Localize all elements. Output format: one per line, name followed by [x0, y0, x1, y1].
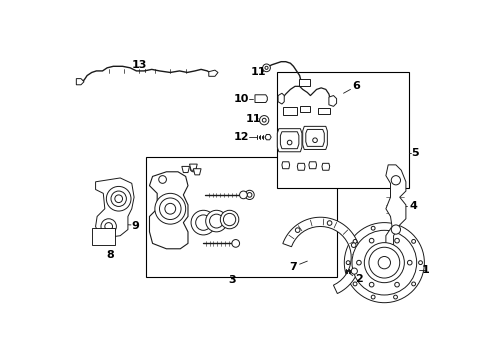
Circle shape — [371, 226, 375, 230]
Circle shape — [418, 261, 422, 265]
Circle shape — [260, 116, 269, 125]
Circle shape — [327, 221, 332, 225]
Circle shape — [111, 191, 126, 206]
Circle shape — [155, 193, 186, 224]
Circle shape — [353, 282, 357, 286]
Circle shape — [191, 210, 216, 235]
Polygon shape — [190, 164, 197, 170]
Circle shape — [313, 138, 318, 143]
Text: 11: 11 — [250, 67, 266, 77]
Circle shape — [115, 195, 122, 203]
Circle shape — [369, 247, 400, 278]
Text: 12: 12 — [233, 132, 249, 142]
Circle shape — [412, 239, 416, 243]
Circle shape — [378, 256, 391, 269]
Circle shape — [392, 176, 400, 185]
Circle shape — [159, 176, 167, 183]
Circle shape — [247, 193, 252, 197]
Bar — [318, 108, 330, 114]
Circle shape — [159, 198, 181, 220]
Circle shape — [395, 282, 399, 287]
Circle shape — [240, 191, 247, 199]
Circle shape — [351, 243, 356, 247]
Circle shape — [344, 222, 424, 303]
Circle shape — [393, 226, 397, 230]
Bar — [300, 106, 310, 112]
Circle shape — [357, 260, 361, 265]
Circle shape — [392, 225, 400, 234]
Polygon shape — [194, 169, 201, 175]
Text: 7: 7 — [290, 261, 297, 271]
Circle shape — [262, 118, 266, 122]
Circle shape — [412, 282, 416, 286]
Polygon shape — [303, 126, 327, 149]
Circle shape — [395, 238, 399, 243]
Text: 4: 4 — [410, 202, 417, 211]
Circle shape — [352, 230, 416, 295]
Circle shape — [223, 213, 236, 226]
Polygon shape — [265, 135, 271, 140]
Circle shape — [365, 243, 404, 283]
Circle shape — [346, 261, 350, 265]
Polygon shape — [309, 162, 317, 169]
Polygon shape — [182, 166, 190, 172]
Text: 13: 13 — [132, 60, 147, 70]
Text: 3: 3 — [228, 275, 236, 285]
Circle shape — [351, 268, 357, 274]
Circle shape — [263, 64, 270, 72]
Circle shape — [106, 186, 131, 211]
Bar — [276, 72, 409, 188]
Text: 9: 9 — [132, 221, 140, 231]
Text: 10: 10 — [233, 94, 249, 104]
Polygon shape — [322, 163, 330, 170]
Circle shape — [105, 222, 113, 230]
Text: 6: 6 — [352, 81, 360, 91]
Circle shape — [206, 210, 227, 232]
Circle shape — [165, 203, 175, 214]
Polygon shape — [329, 95, 337, 106]
Polygon shape — [209, 70, 218, 76]
Circle shape — [393, 295, 397, 299]
Text: 1: 1 — [422, 265, 430, 275]
Circle shape — [369, 282, 374, 287]
Polygon shape — [297, 163, 305, 170]
Circle shape — [265, 66, 268, 69]
Polygon shape — [149, 172, 188, 249]
Polygon shape — [283, 217, 361, 293]
Circle shape — [295, 228, 300, 233]
Circle shape — [287, 140, 292, 145]
Bar — [92, 228, 115, 245]
Circle shape — [210, 214, 223, 228]
Polygon shape — [278, 93, 284, 104]
Circle shape — [353, 239, 357, 243]
Polygon shape — [277, 129, 302, 152]
Circle shape — [190, 166, 196, 172]
Circle shape — [371, 295, 375, 299]
Polygon shape — [96, 178, 134, 237]
Polygon shape — [282, 162, 290, 169]
Polygon shape — [386, 165, 406, 245]
Circle shape — [196, 215, 211, 230]
Text: 2: 2 — [355, 274, 363, 284]
Bar — [146, 157, 337, 276]
Polygon shape — [306, 130, 324, 147]
Circle shape — [232, 239, 240, 247]
Text: 11: 11 — [245, 114, 261, 123]
Circle shape — [220, 210, 239, 229]
Text: 5: 5 — [411, 148, 419, 158]
Polygon shape — [76, 78, 84, 85]
Circle shape — [245, 190, 254, 199]
Circle shape — [101, 219, 117, 234]
Circle shape — [408, 260, 412, 265]
Circle shape — [369, 238, 374, 243]
Text: 8: 8 — [106, 250, 114, 260]
Bar — [283, 107, 296, 115]
Polygon shape — [255, 95, 268, 103]
Polygon shape — [280, 132, 299, 149]
Bar — [299, 78, 310, 86]
